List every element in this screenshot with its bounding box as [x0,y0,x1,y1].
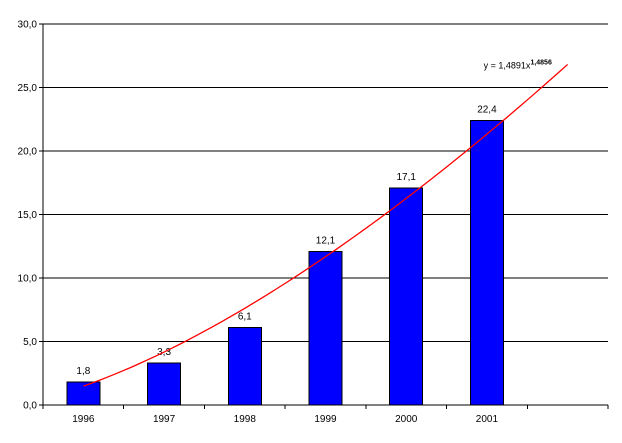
x-tick-label: 1997 [153,414,176,425]
trendline-equation-base: y = 1,4891x [484,60,531,70]
y-tick-label: 15,0 [18,210,38,221]
data-label: 22,4 [477,105,497,116]
y-tick-label: 25,0 [18,83,38,94]
x-tick-label: 2000 [395,414,418,425]
data-labels: 1,83,36,112,117,122,4 [76,105,497,378]
bar-2001 [469,120,504,406]
bar-1998 [227,327,262,406]
data-label: 17,1 [396,172,416,183]
x-tick-labels: 1996 1997 1998 1999 2000 2001 [72,414,498,425]
x-tick-label: 2001 [476,414,499,425]
bar-1997 [147,362,182,406]
data-label: 6,1 [238,312,252,323]
y-tick-label: 0,0 [23,401,37,412]
trendline-curve [83,63,569,387]
y-tick-label: 30,0 [18,20,38,31]
x-tick-label: 1999 [314,414,337,425]
bars [66,120,504,406]
x-tick-label: 1998 [234,414,257,425]
trendline-equation-exponent: 1,4856 [530,59,552,66]
trendline [83,63,569,387]
y-tick-label: 5,0 [23,337,37,348]
bar-2000 [389,187,424,406]
axes [39,23,609,409]
gridlines [43,23,608,342]
data-label: 1,8 [76,366,90,377]
data-label: 12,1 [316,235,336,246]
x-tick-label: 1996 [72,414,95,425]
y-tick-label: 20,0 [18,147,38,158]
y-tick-label: 10,0 [18,274,38,285]
bar-1999 [308,250,343,406]
trendline-equation: y = 1,4891x1,4856 [484,59,552,70]
y-tick-labels: 0,0 5,0 10,0 15,0 20,0 25,0 30,0 [18,20,38,412]
